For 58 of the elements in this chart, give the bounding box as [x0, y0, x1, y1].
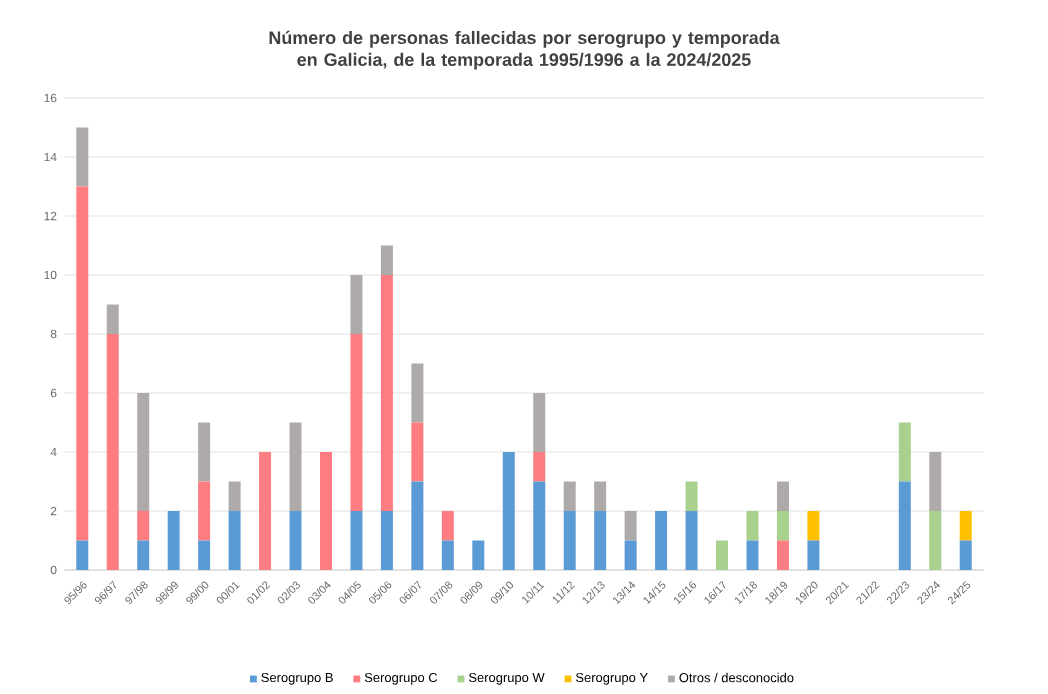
bar	[746, 511, 759, 541]
bar	[380, 275, 393, 511]
bar	[746, 540, 759, 570]
bar	[776, 481, 789, 511]
bar	[76, 127, 89, 187]
bar	[685, 481, 698, 511]
bar	[502, 452, 515, 570]
bar	[655, 511, 668, 570]
bar	[350, 334, 363, 511]
bar	[259, 452, 272, 570]
bar	[441, 540, 454, 570]
bar	[563, 481, 576, 511]
bar	[198, 422, 211, 482]
bar	[198, 481, 211, 541]
bar	[411, 363, 424, 423]
bar	[807, 511, 820, 541]
bar	[624, 540, 637, 570]
bar	[533, 393, 546, 452]
bar	[380, 511, 393, 570]
bar	[624, 511, 637, 541]
bar	[959, 540, 972, 570]
bar	[685, 511, 698, 570]
bar	[76, 186, 89, 541]
bar	[167, 511, 180, 570]
bar	[137, 511, 150, 541]
bar	[929, 511, 942, 570]
bar	[472, 540, 485, 570]
bar	[411, 481, 424, 570]
bar	[533, 481, 546, 570]
bar	[594, 481, 607, 511]
bar	[594, 511, 607, 570]
bar	[533, 452, 546, 482]
bar	[716, 540, 729, 570]
bar	[898, 481, 911, 570]
bar	[319, 452, 332, 570]
bar	[350, 511, 363, 570]
bar	[106, 304, 119, 334]
bar	[441, 511, 454, 541]
bar	[137, 540, 150, 570]
bar	[776, 511, 789, 541]
bar	[350, 275, 363, 334]
bar	[228, 511, 241, 570]
bar	[411, 422, 424, 482]
bar	[929, 452, 942, 511]
bar	[198, 540, 211, 570]
bar	[106, 334, 119, 570]
bar	[380, 245, 393, 275]
bar	[959, 511, 972, 541]
bar	[228, 481, 241, 511]
bar	[807, 540, 820, 570]
bar	[289, 511, 302, 570]
bar	[898, 422, 911, 482]
chart-title: Número de personas fallecidas por serogrupo y temporada en Galicia, de la temporada 1995/1996 a la 2024/2025	[269, 30, 780, 70]
bar	[76, 540, 89, 570]
bar	[289, 422, 302, 511]
bar	[137, 393, 150, 511]
bar	[776, 540, 789, 570]
bar	[563, 511, 576, 570]
